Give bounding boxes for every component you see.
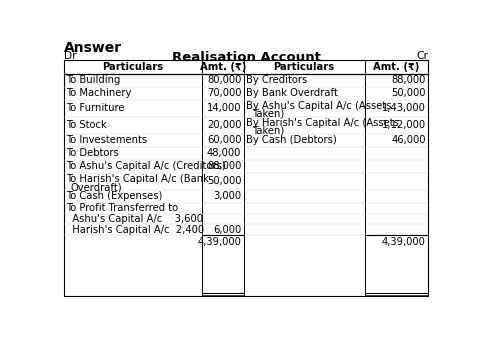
Text: 6,000: 6,000 [213, 225, 241, 235]
Text: 88,000: 88,000 [207, 161, 241, 171]
Text: 3,000: 3,000 [213, 191, 241, 202]
Text: 50,000: 50,000 [391, 88, 426, 98]
Text: Particulars: Particulars [102, 62, 163, 72]
Text: 14,000: 14,000 [207, 103, 241, 113]
Text: By Bank Overdraft: By Bank Overdraft [246, 88, 338, 98]
Text: 4,39,000: 4,39,000 [197, 237, 241, 247]
Text: 70,000: 70,000 [207, 88, 241, 98]
Text: Particulars: Particulars [274, 62, 335, 72]
Text: By Ashu's Capital A/c (Assets: By Ashu's Capital A/c (Assets [246, 101, 392, 111]
Text: Overdraft): Overdraft) [71, 182, 122, 192]
Text: To Machinery: To Machinery [66, 88, 132, 98]
Text: 46,000: 46,000 [391, 135, 426, 145]
Text: By Cash (Debtors): By Cash (Debtors) [246, 135, 337, 145]
Text: To Stock: To Stock [66, 120, 107, 130]
Text: 60,000: 60,000 [207, 135, 241, 145]
Text: 4,39,000: 4,39,000 [382, 237, 426, 247]
Text: Taken): Taken) [252, 109, 285, 119]
Text: By Harish's Capital A/c (Assets: By Harish's Capital A/c (Assets [246, 118, 399, 128]
Text: 48,000: 48,000 [207, 148, 241, 158]
Text: 88,000: 88,000 [391, 75, 426, 85]
Text: To Building: To Building [66, 75, 120, 85]
Text: Answer: Answer [64, 41, 122, 55]
Text: Realisation Account: Realisation Account [171, 51, 321, 64]
Text: Dr: Dr [64, 51, 76, 61]
Text: Amt. (₹): Amt. (₹) [200, 62, 246, 72]
Text: To Ashu's Capital A/c (Creditors): To Ashu's Capital A/c (Creditors) [66, 161, 226, 171]
Text: Amt. (₹): Amt. (₹) [373, 62, 420, 72]
Text: To Harish's Capital A/c (Bank: To Harish's Capital A/c (Bank [66, 175, 209, 184]
Text: Ashu's Capital A/c    3,600: Ashu's Capital A/c 3,600 [66, 214, 203, 224]
Text: 1,12,000: 1,12,000 [382, 120, 426, 130]
Text: 50,000: 50,000 [207, 176, 241, 186]
Text: By Creditors: By Creditors [246, 75, 307, 85]
Text: Taken): Taken) [252, 126, 285, 136]
Text: To Cash (Expenses): To Cash (Expenses) [66, 191, 163, 202]
Text: Cr: Cr [416, 51, 428, 61]
Text: To Profit Transferred to: To Profit Transferred to [66, 203, 179, 213]
Text: Harish's Capital A/c  2,400: Harish's Capital A/c 2,400 [66, 225, 204, 235]
Text: To Furniture: To Furniture [66, 103, 125, 113]
Text: 20,000: 20,000 [207, 120, 241, 130]
Text: To Investements: To Investements [66, 135, 147, 145]
Text: 80,000: 80,000 [207, 75, 241, 85]
Text: To Debtors: To Debtors [66, 148, 119, 158]
Text: 1,43,000: 1,43,000 [382, 103, 426, 113]
